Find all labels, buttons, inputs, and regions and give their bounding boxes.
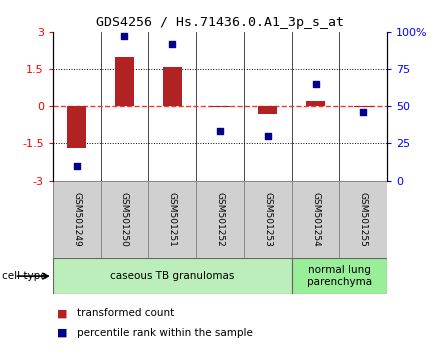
Bar <box>339 181 387 258</box>
Bar <box>354 106 373 108</box>
Bar <box>196 181 244 258</box>
Bar <box>53 258 292 294</box>
Bar <box>306 101 325 106</box>
Text: caseous TB granulomas: caseous TB granulomas <box>110 271 235 281</box>
Bar <box>210 106 230 108</box>
Bar <box>244 181 292 258</box>
Bar <box>101 181 148 258</box>
Bar <box>53 181 101 258</box>
Text: GSM501254: GSM501254 <box>311 192 320 247</box>
Text: GSM501249: GSM501249 <box>72 192 81 247</box>
Bar <box>292 258 387 294</box>
Text: GSM501250: GSM501250 <box>120 192 129 247</box>
Text: GSM501251: GSM501251 <box>168 192 177 247</box>
Bar <box>67 106 86 148</box>
Text: ■: ■ <box>57 308 68 318</box>
Text: transformed count: transformed count <box>77 308 174 318</box>
Bar <box>148 181 196 258</box>
Point <box>216 129 224 134</box>
Text: GSM501255: GSM501255 <box>359 192 368 247</box>
Text: cell type: cell type <box>2 271 47 281</box>
Bar <box>292 181 339 258</box>
Text: percentile rank within the sample: percentile rank within the sample <box>77 328 253 338</box>
Bar <box>115 57 134 106</box>
Text: GSM501252: GSM501252 <box>216 192 224 247</box>
Text: ■: ■ <box>57 328 68 338</box>
Point <box>73 163 80 169</box>
Point <box>169 41 176 47</box>
Point <box>360 109 367 115</box>
Text: GSM501253: GSM501253 <box>263 192 272 247</box>
Point <box>312 81 319 87</box>
Title: GDS4256 / Hs.71436.0.A1_3p_s_at: GDS4256 / Hs.71436.0.A1_3p_s_at <box>96 16 344 29</box>
Bar <box>258 106 277 114</box>
Point <box>121 34 128 39</box>
Point <box>264 133 271 139</box>
Text: normal lung
parenchyma: normal lung parenchyma <box>307 265 372 287</box>
Bar <box>163 67 182 106</box>
